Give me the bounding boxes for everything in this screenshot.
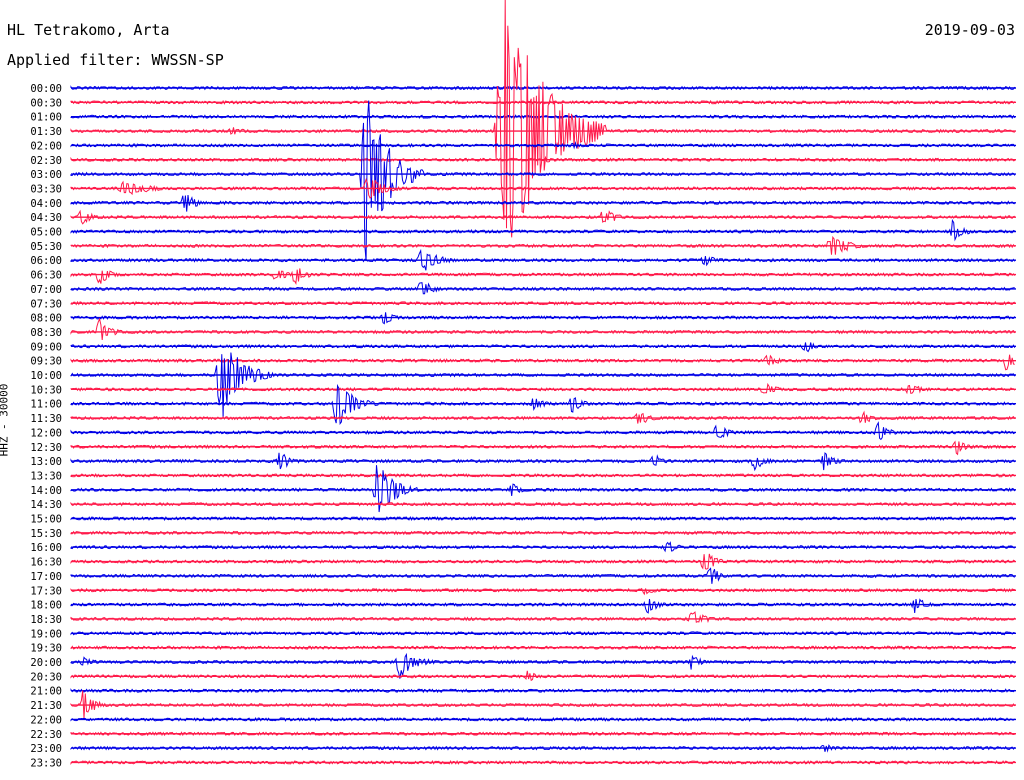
tick-label-1800: 18:00 <box>30 600 62 612</box>
station-title: HL Tetrakomo, Arta <box>7 21 170 39</box>
tick-label-2100: 21:00 <box>30 686 62 698</box>
trace-line-1100 <box>70 383 1015 426</box>
tick-label-2230: 22:30 <box>30 729 62 741</box>
tick-label-0330: 03:30 <box>30 183 62 195</box>
trace-line-0930 <box>70 354 1015 371</box>
trace-line-0830 <box>70 317 1016 341</box>
tick-label-1230: 12:30 <box>30 442 62 454</box>
trace-line-0500 <box>70 218 1015 242</box>
trace-line-2000 <box>70 652 1016 679</box>
tick-label-2000: 20:00 <box>30 657 62 669</box>
date-label: 2019-09-03 <box>924 21 1015 39</box>
trace-line-1800 <box>70 598 1015 614</box>
tick-label-0100: 01:00 <box>30 112 62 124</box>
tick-label-1400: 14:00 <box>30 485 62 497</box>
tick-label-1000: 10:00 <box>30 370 62 382</box>
filter-label: Applied filter: WWSSN-SP <box>7 51 224 69</box>
tick-label-1530: 15:30 <box>30 528 62 540</box>
tick-label-2200: 22:00 <box>30 714 62 726</box>
tick-label-0000: 00:00 <box>30 83 62 95</box>
trace-line-0700 <box>70 282 1015 295</box>
tick-label-0930: 09:30 <box>30 356 62 368</box>
trace-line-0130 <box>70 0 1015 238</box>
tick-label-0300: 03:00 <box>30 169 62 181</box>
tick-label-0900: 09:00 <box>30 341 62 353</box>
tick-label-1730: 17:30 <box>30 585 62 597</box>
trace-line-0300 <box>70 100 1016 262</box>
tick-label-0400: 04:00 <box>30 198 62 210</box>
tick-label-1830: 18:30 <box>30 614 62 626</box>
trace-line-2300 <box>70 744 1016 753</box>
tick-label-1930: 19:30 <box>30 643 62 655</box>
tick-label-1500: 15:00 <box>30 514 62 526</box>
trace-line-1230 <box>70 440 1016 456</box>
tick-label-0700: 07:00 <box>30 284 62 296</box>
trace-line-0200 <box>70 141 1016 150</box>
tick-label-0500: 05:00 <box>30 227 62 239</box>
tick-label-0030: 00:30 <box>30 97 62 109</box>
tick-label-1900: 19:00 <box>30 628 62 640</box>
tick-label-0130: 01:30 <box>30 126 62 138</box>
tick-label-2130: 21:30 <box>30 700 62 712</box>
tick-label-0630: 06:30 <box>30 270 62 282</box>
tick-label-0230: 02:30 <box>30 155 62 167</box>
trace-line-2030 <box>70 670 1015 682</box>
tick-label-2330: 23:30 <box>30 757 62 769</box>
tick-label-1300: 13:00 <box>30 456 62 468</box>
tick-label-0600: 06:00 <box>30 255 62 267</box>
tick-label-1030: 10:30 <box>30 384 62 396</box>
tick-label-0430: 04:30 <box>30 212 62 224</box>
tick-label-0530: 05:30 <box>30 241 62 253</box>
tick-label-1100: 11:00 <box>30 399 62 411</box>
tick-label-1630: 16:30 <box>30 557 62 569</box>
tick-label-1200: 12:00 <box>30 427 62 439</box>
trace-line-1830 <box>70 611 1016 624</box>
tick-label-0800: 08:00 <box>30 313 62 325</box>
tick-label-0730: 07:30 <box>30 298 62 310</box>
trace-line-0900 <box>70 342 1016 353</box>
tick-label-1700: 17:00 <box>30 571 62 583</box>
trace-line-1000 <box>70 352 1016 418</box>
tick-label-2300: 23:00 <box>30 743 62 755</box>
tick-label-1600: 16:00 <box>30 542 62 554</box>
trace-line-0630 <box>70 268 1016 286</box>
tick-label-0830: 08:30 <box>30 327 62 339</box>
trace-line-1730 <box>70 587 1015 596</box>
tick-label-1130: 11:30 <box>30 413 62 425</box>
tick-label-1330: 13:30 <box>30 470 62 482</box>
tick-label-2030: 20:30 <box>30 671 62 683</box>
tick-label-0200: 02:00 <box>30 140 62 152</box>
trace-line-1200 <box>70 421 1016 441</box>
trace-line-0730 <box>70 300 1015 306</box>
tick-label-1430: 14:30 <box>30 499 62 511</box>
